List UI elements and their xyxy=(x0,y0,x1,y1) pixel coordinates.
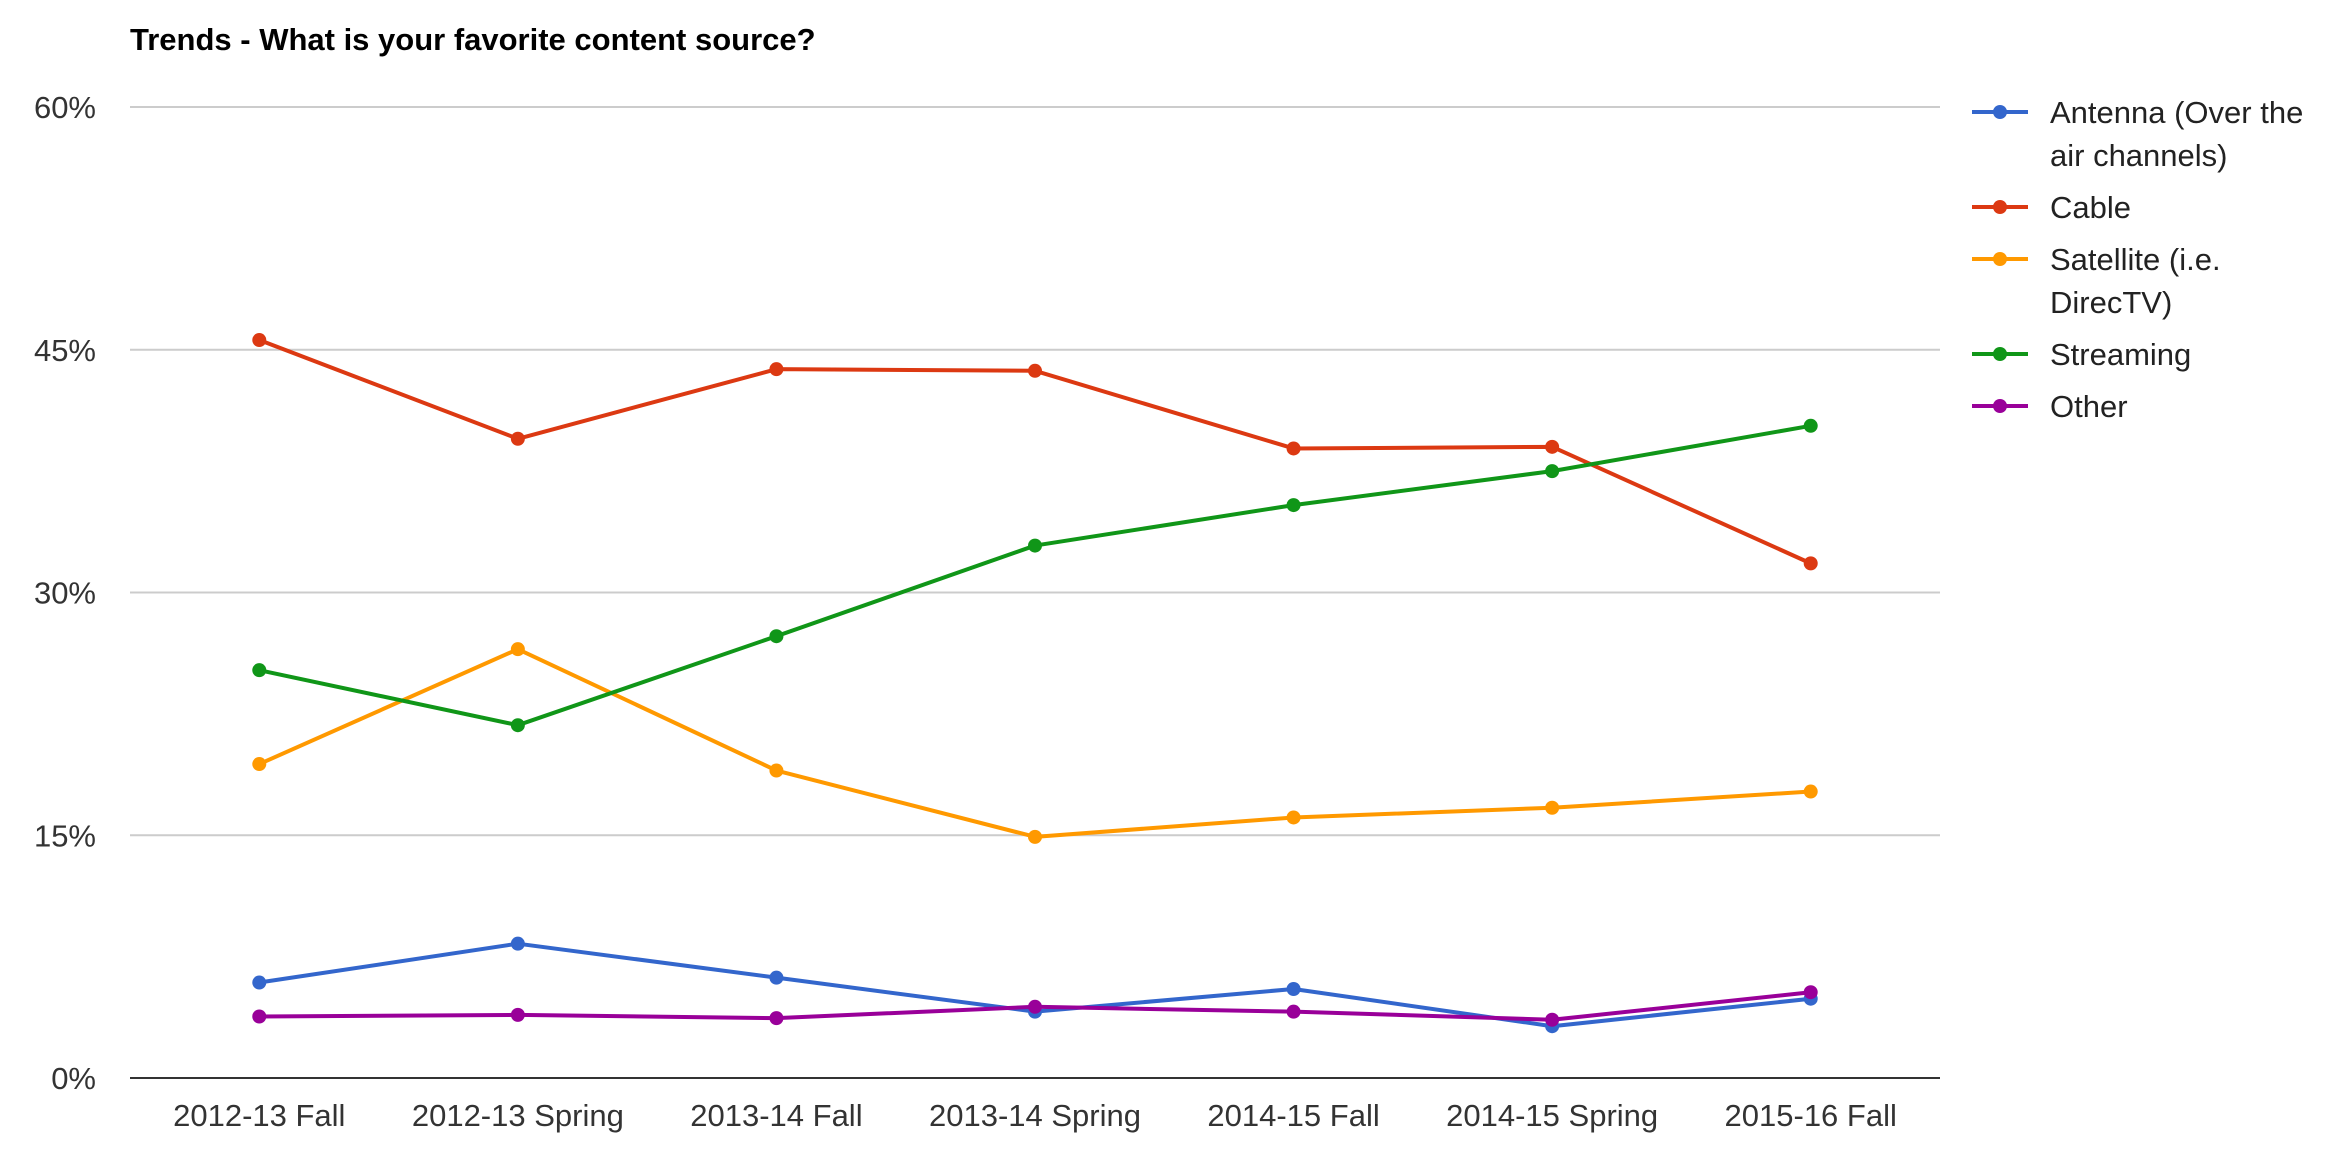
data-point[interactable] xyxy=(510,718,525,733)
data-point[interactable] xyxy=(1545,1012,1560,1027)
data-point[interactable] xyxy=(510,431,525,446)
legend-label: air channels) xyxy=(2050,138,2227,173)
legend-label: Cable xyxy=(2050,190,2131,225)
series-other xyxy=(252,985,1818,1027)
data-point[interactable] xyxy=(252,1009,267,1024)
data-point[interactable] xyxy=(1803,985,1818,1000)
x-tick-label: 2012-13 Fall xyxy=(173,1098,345,1133)
x-tick-label: 2014-15 Fall xyxy=(1207,1098,1379,1133)
series-line xyxy=(258,647,1811,839)
legend-item[interactable]: Other xyxy=(1972,389,2128,424)
data-point[interactable] xyxy=(510,1007,525,1022)
data-point[interactable] xyxy=(1286,981,1301,996)
data-point[interactable] xyxy=(510,936,525,951)
gridlines xyxy=(130,106,1940,837)
data-point[interactable] xyxy=(1286,441,1301,456)
data-point[interactable] xyxy=(1803,556,1818,571)
data-point[interactable] xyxy=(252,663,267,678)
x-tick-label: 2013-14 Fall xyxy=(690,1098,862,1133)
y-tick-label: 0% xyxy=(51,1061,96,1096)
x-tick-label: 2014-15 Spring xyxy=(1446,1098,1658,1133)
legend-marker xyxy=(1993,399,2007,413)
y-axis: 0% 15% 30% 45% 60% xyxy=(34,90,96,1096)
chart-title: Trends - What is your favorite content s… xyxy=(130,22,816,57)
y-tick-label: 15% xyxy=(34,818,96,853)
legend-label: DirecTV) xyxy=(2050,285,2172,320)
data-point[interactable] xyxy=(1286,1004,1301,1019)
series-line xyxy=(258,423,1812,728)
legend-label: Satellite (i.e. xyxy=(2050,242,2221,277)
x-axis: 2012-13 Fall 2012-13 Spring 2013-14 Fall 20… xyxy=(130,1077,1940,1133)
data-point[interactable] xyxy=(252,975,267,990)
legend-label: Other xyxy=(2050,389,2128,424)
data-point[interactable] xyxy=(1545,800,1560,815)
data-point[interactable] xyxy=(510,642,525,657)
data-point[interactable] xyxy=(1286,810,1301,825)
series-cable xyxy=(252,333,1818,571)
y-tick-label: 60% xyxy=(34,90,96,125)
data-point[interactable] xyxy=(769,362,784,377)
series-satellite xyxy=(252,642,1818,844)
data-point[interactable] xyxy=(252,757,267,772)
data-point[interactable] xyxy=(1803,784,1818,799)
legend-label: Streaming xyxy=(2050,337,2191,372)
data-point[interactable] xyxy=(1286,498,1301,513)
legend-marker xyxy=(1993,105,2007,119)
series-lines xyxy=(252,333,1818,1034)
data-point[interactable] xyxy=(1028,999,1042,1014)
legend-marker xyxy=(1993,252,2007,266)
legend-item[interactable]: Streaming xyxy=(1972,337,2191,372)
data-point[interactable] xyxy=(1545,439,1560,454)
data-point[interactable] xyxy=(1545,464,1560,479)
y-tick-label: 45% xyxy=(34,333,96,368)
data-point[interactable] xyxy=(769,1011,784,1026)
legend-label: Antenna (Over the xyxy=(2050,95,2303,130)
legend-marker xyxy=(1993,200,2007,214)
series-antenna xyxy=(252,936,1818,1034)
y-tick-label: 30% xyxy=(34,576,96,611)
legend-item[interactable]: Antenna (Over the air channels) xyxy=(1972,95,2303,173)
x-tick-label: 2015-16 Fall xyxy=(1725,1098,1897,1133)
legend-item[interactable]: Cable xyxy=(1972,190,2131,225)
legend-item[interactable]: Satellite (i.e. DirecTV) xyxy=(1972,242,2221,320)
data-point[interactable] xyxy=(769,629,784,644)
legend: Antenna (Over the air channels) Cable Satel… xyxy=(1972,95,2303,424)
legend-marker xyxy=(1993,347,2007,361)
data-point[interactable] xyxy=(1028,363,1042,378)
data-point[interactable] xyxy=(769,970,784,985)
x-tick-label: 2012-13 Spring xyxy=(412,1098,624,1133)
data-point[interactable] xyxy=(1028,829,1042,844)
series-streaming xyxy=(252,418,1818,733)
data-point[interactable] xyxy=(769,763,784,778)
data-point[interactable] xyxy=(1028,538,1042,553)
x-tick-label: 2013-14 Spring xyxy=(929,1098,1141,1133)
data-point[interactable] xyxy=(252,333,267,348)
data-point[interactable] xyxy=(1803,418,1818,433)
